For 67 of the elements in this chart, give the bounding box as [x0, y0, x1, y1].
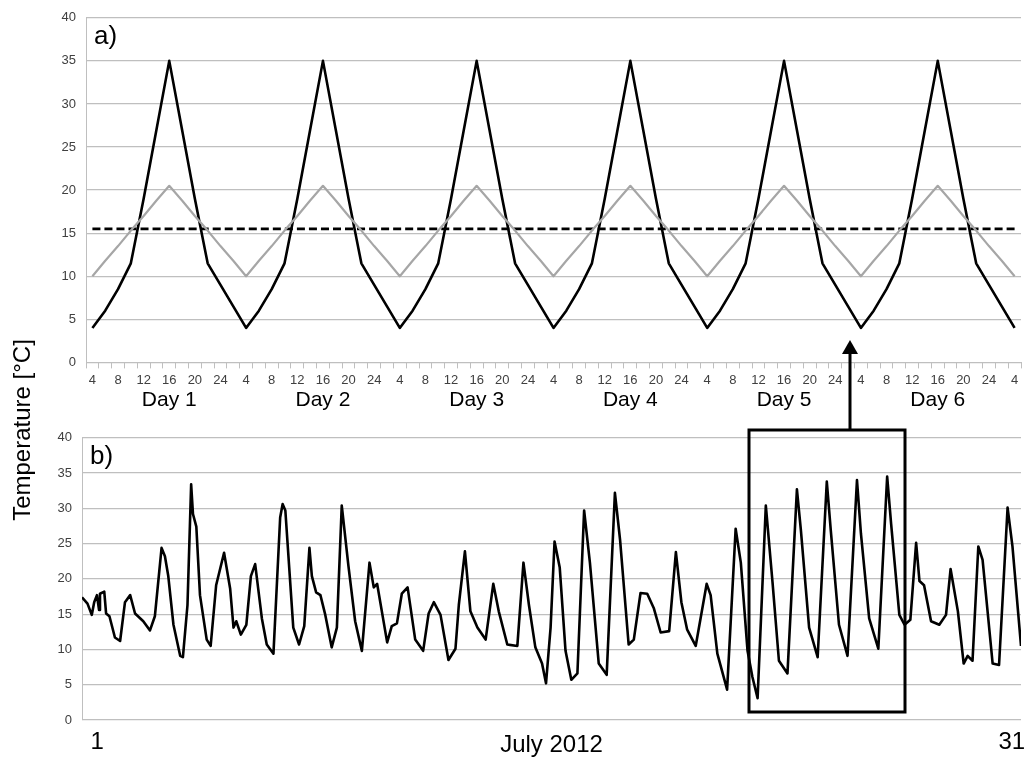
x-tick-label: 16 [930, 371, 945, 387]
chart-title: a) [94, 19, 118, 50]
x-tick-label: 8 [882, 371, 891, 387]
x-tick-label: 12 [751, 371, 766, 387]
x-tick-label: 4 [242, 371, 250, 387]
y-tick-label: 40 [61, 9, 76, 25]
x-tick-label: 20 [495, 371, 510, 387]
text: Day 3 [449, 387, 505, 411]
y-tick-label: 35 [57, 464, 72, 480]
x-tick-label: 8 [575, 371, 583, 387]
y-tick-label: 5 [68, 310, 76, 326]
y-tick-label: 35 [61, 52, 76, 68]
x-tick-label: 16 [469, 371, 484, 387]
text: Day 2 [295, 387, 351, 411]
x-tick-label: 24 [366, 371, 382, 387]
x-tick-label: 20 [956, 371, 971, 387]
x-tick-label: 24 [213, 371, 228, 387]
y-tick-label: 5 [64, 676, 72, 692]
x-tick-label: 12 [597, 371, 612, 387]
x-tick-label: 20 [341, 371, 356, 387]
y-tick-label: 20 [61, 181, 76, 197]
x-tick-label: 4 [857, 371, 865, 387]
y-tick-label: 15 [57, 605, 72, 621]
y-tick-label: 0 [68, 353, 76, 369]
x-tick-label: 8 [268, 371, 276, 387]
text: Day 4 [602, 387, 659, 411]
x-tick-label: 24 [674, 371, 689, 387]
x-tick-label: 8 [114, 371, 122, 387]
text: Day 6 [910, 387, 966, 411]
x-tick-label: 4 [88, 371, 97, 387]
chart-title: b) [90, 439, 114, 470]
y-tick-label: 30 [61, 95, 76, 111]
x-tick-label: 24 [828, 371, 843, 387]
y-tick-label: 0 [64, 711, 72, 727]
x-tick-label: 4 [549, 371, 558, 387]
y-axis-title: Temperature [°C] [8, 339, 36, 521]
x-tick-label: 8 [421, 371, 430, 387]
x-tick-label: 12 [136, 371, 151, 387]
x-tick-label: 24 [520, 371, 536, 387]
x-tick-label: 20 [187, 371, 203, 387]
y-tick-label: 20 [57, 570, 72, 586]
text: Day 1 [141, 387, 197, 411]
x-tick-label: 24 [981, 371, 997, 387]
y-tick-label: 25 [61, 138, 76, 154]
x-tick-label: 16 [776, 371, 792, 387]
x-tick-label: 16 [623, 371, 638, 387]
text: Day 5 [756, 387, 812, 411]
x-tick-label: 4 [703, 371, 711, 387]
x-tick-label: 8 [729, 371, 737, 387]
y-tick-label: 10 [61, 267, 76, 283]
x-tick-label: 12 [443, 371, 459, 387]
x-tick-label: 4 [396, 371, 404, 387]
x-tick-label: 16 [162, 371, 177, 387]
y-tick-label: 25 [57, 535, 72, 551]
x-tick-label: 1 [90, 726, 104, 754]
y-tick-label: 15 [61, 224, 76, 240]
x-tick-label: 12 [904, 371, 920, 387]
y-tick-label: 10 [57, 641, 72, 657]
x-axis-title: July 2012 [500, 730, 603, 758]
x-tick-label: 16 [315, 371, 331, 387]
y-tick-label: 40 [57, 429, 72, 445]
x-tick-label: 12 [290, 371, 305, 387]
x-tick-label: 31 [998, 726, 1026, 754]
y-tick-label: 30 [57, 499, 72, 515]
x-tick-label: 4 [1010, 371, 1019, 387]
x-tick-label: 20 [802, 371, 817, 387]
x-tick-label: 20 [648, 371, 664, 387]
